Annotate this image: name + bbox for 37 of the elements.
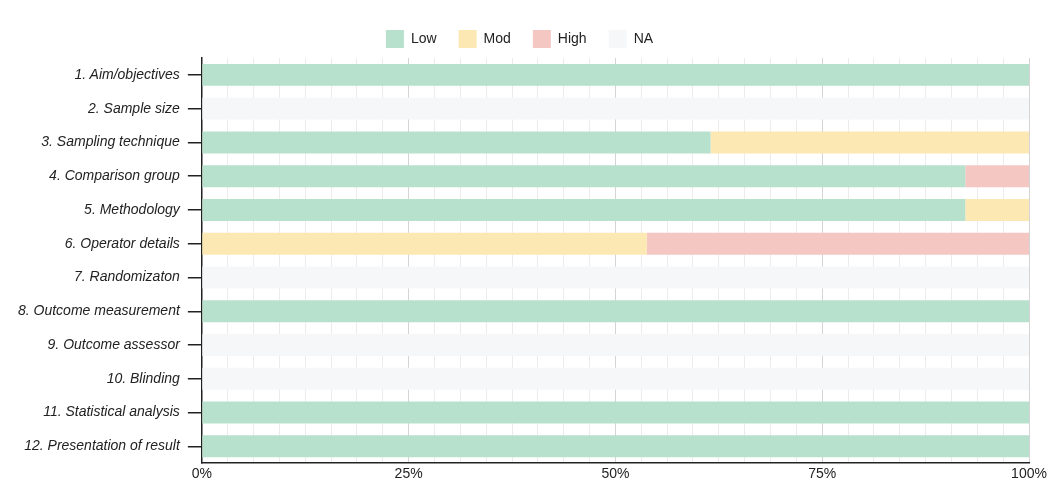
y-tick-label: 11. Statistical analysis: [43, 403, 180, 420]
y-tick-label: 10. Blinding: [106, 369, 181, 386]
legend-label: High: [557, 29, 587, 46]
bar: [202, 97, 1029, 120]
legend-label: NA: [633, 29, 654, 46]
bar: [202, 165, 966, 188]
bar: [965, 165, 1029, 188]
bar: [646, 232, 1029, 255]
bar: [202, 401, 1029, 424]
y-tick-label: 7. Randomizaton: [74, 268, 181, 285]
x-tick-label: 100%: [1011, 465, 1047, 482]
bar: [202, 367, 1029, 390]
y-tick-label: 5. Methodology: [84, 200, 181, 217]
y-tick-label: 1. Aim/objectives: [74, 65, 180, 82]
bar: [202, 232, 647, 255]
y-tick-label: 2. Sample size: [87, 99, 181, 116]
bar: [202, 63, 1029, 86]
bar: [202, 435, 1029, 458]
bar: [202, 300, 1029, 323]
x-tick-label: 0%: [191, 465, 212, 482]
x-tick-label: 75%: [808, 465, 837, 482]
y-tick-label: 4. Comparison group: [49, 167, 181, 184]
y-tick-label: 12. Presentation of result: [24, 437, 181, 454]
y-tick-label: 6. Operator details: [64, 234, 180, 251]
bar: [965, 198, 1029, 221]
legend-label: Low: [410, 29, 438, 46]
y-tick-label: 8. Outcome measurement: [17, 302, 181, 319]
bar: [202, 334, 1029, 356]
x-tick-label: 25%: [394, 465, 423, 482]
x-tick-label: 50%: [601, 465, 630, 482]
bar: [202, 131, 711, 154]
legend-label: Mod: [483, 29, 511, 46]
bar: [202, 198, 966, 221]
y-tick-label: 3. Sampling technique: [41, 133, 181, 150]
bar: [202, 266, 1029, 289]
bar: [710, 131, 1029, 154]
y-tick-label: 9. Outcome assessor: [47, 335, 182, 352]
